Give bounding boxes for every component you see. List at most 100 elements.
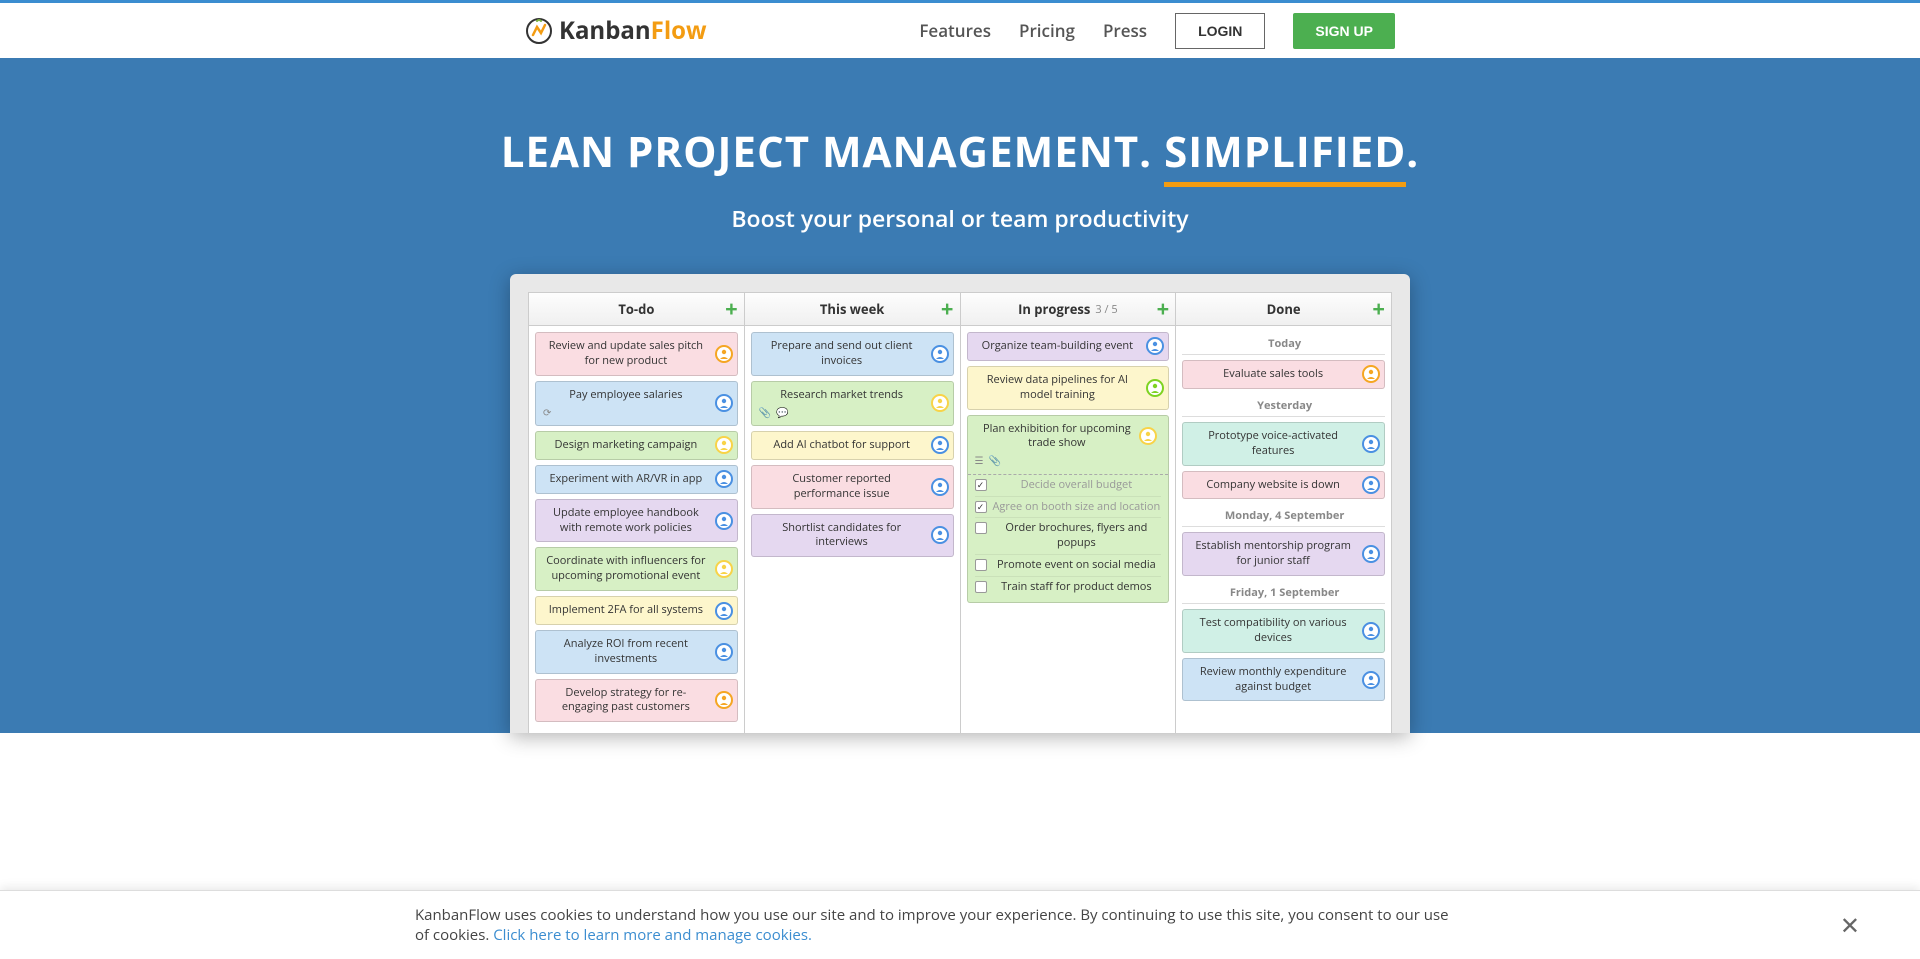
checkbox-icon[interactable] (975, 559, 987, 571)
avatar (1362, 545, 1380, 563)
card-text: Establish mentorship program for junior … (1195, 538, 1351, 568)
avatar (715, 643, 733, 661)
kanban-card[interactable]: Plan exhibition for upcoming trade show … (967, 415, 1170, 603)
checklist-label: Decide overall budget (992, 478, 1162, 493)
avatar (931, 345, 949, 363)
kanban-card[interactable]: Prototype voice-activated features (1182, 422, 1385, 466)
kanban-card[interactable]: Implement 2FA for all systems (535, 596, 738, 625)
add-card-icon[interactable]: + (1372, 298, 1385, 320)
card-text: Design marketing campaign (555, 437, 698, 452)
checklist-item[interactable]: Train staff for product demos (975, 577, 1162, 598)
avatar (1362, 476, 1380, 494)
avatar (1362, 671, 1380, 689)
card-text: Shortlist candidates for interviews (782, 520, 901, 550)
card-text: Experiment with AR/VR in app (550, 471, 703, 486)
hero-subtitle: Boost your personal or team productivity (20, 202, 1900, 234)
checkbox-icon[interactable] (975, 522, 987, 534)
checklist-item[interactable]: Order brochures, flyers and popups (975, 518, 1162, 555)
nav-pricing[interactable]: Pricing (1019, 19, 1075, 42)
checkbox-icon[interactable] (975, 479, 987, 491)
avatar (715, 560, 733, 578)
card-text: Analyze ROI from recent investments (564, 636, 688, 666)
close-icon[interactable]: ✕ (1830, 909, 1870, 942)
kanban-card[interactable]: Research market trends📎💬 (751, 381, 954, 426)
checkbox-icon[interactable] (975, 581, 987, 593)
checklist-item[interactable]: Promote event on social media (975, 555, 1162, 577)
logo-text: KanbanFlow (559, 14, 707, 47)
checkbox-icon[interactable] (975, 501, 987, 513)
kanban-card[interactable]: Coordinate with influencers for upcoming… (535, 547, 738, 591)
card-text: Update employee handbook with remote wor… (553, 505, 699, 535)
kanban-card[interactable]: Review data pipelines for AI model train… (967, 366, 1170, 410)
card-text: Review and update sales pitch for new pr… (549, 338, 703, 368)
kanban-card[interactable]: Review monthly expenditure against budge… (1182, 658, 1385, 702)
card-text: Plan exhibition for upcoming trade show (983, 421, 1131, 451)
card-text: Test compatibility on various devices (1200, 615, 1347, 645)
card-text: Implement 2FA for all systems (549, 602, 703, 617)
avatar (715, 512, 733, 530)
kanban-card[interactable]: Prepare and send out client invoices (751, 332, 954, 376)
avatar (1139, 427, 1157, 445)
kanban-card[interactable]: Pay employee salaries⟳ (535, 381, 738, 426)
avatar (1362, 435, 1380, 453)
checklist-label: Agree on booth size and location (992, 500, 1162, 515)
nav-features[interactable]: Features (919, 19, 991, 42)
comment-icon: 💬 (776, 406, 788, 420)
nav-press[interactable]: Press (1103, 19, 1147, 42)
add-card-icon[interactable]: + (1157, 298, 1170, 320)
kanban-card[interactable]: Experiment with AR/VR in app (535, 465, 738, 494)
column-header-thisweek: This week + (745, 293, 960, 326)
avatar (931, 526, 949, 544)
card-text: Review monthly expenditure against budge… (1200, 664, 1347, 694)
column-header-todo: To-do + (529, 293, 744, 326)
column-header-done: Done + (1176, 293, 1391, 326)
kanban-card[interactable]: Add AI chatbot for support (751, 431, 954, 460)
card-text: Add AI chatbot for support (773, 437, 910, 452)
avatar (931, 436, 949, 454)
avatar (715, 470, 733, 488)
avatar (931, 478, 949, 496)
kanban-card[interactable]: Company website is down (1182, 471, 1385, 500)
kanban-card[interactable]: Update employee handbook with remote wor… (535, 499, 738, 543)
attachment-icon: 📎 (988, 454, 1000, 468)
signup-button[interactable]: SIGN UP (1293, 13, 1395, 49)
kanban-card[interactable]: Evaluate sales tools (1182, 360, 1385, 389)
add-card-icon[interactable]: + (725, 298, 738, 320)
column-todo: To-do + Review and update sales pitch fo… (529, 293, 745, 733)
swimlane-label: Yesterday (1182, 394, 1385, 417)
hero-title: LEAN PROJECT MANAGEMENT. SIMPLIFIED. (20, 123, 1900, 180)
cookie-banner: KanbanFlow uses cookies to understand ho… (0, 890, 1920, 959)
card-text: Research market trends (780, 387, 903, 402)
avatar (715, 602, 733, 620)
avatar (1146, 379, 1164, 397)
cookie-link[interactable]: Click here to learn more and manage cook… (493, 925, 812, 945)
wip-limit: 3 / 5 (1095, 302, 1117, 317)
logo[interactable]: KanbanFlow (525, 14, 707, 47)
swimlane-label: Friday, 1 September (1182, 581, 1385, 604)
checklist-item[interactable]: Decide overall budget (975, 475, 1162, 497)
kanban-card[interactable]: Review and update sales pitch for new pr… (535, 332, 738, 376)
kanban-card[interactable]: Establish mentorship program for junior … (1182, 532, 1385, 576)
column-thisweek: This week + Prepare and send out client … (745, 293, 961, 733)
avatar (1362, 622, 1380, 640)
kanban-card[interactable]: Analyze ROI from recent investments (535, 630, 738, 674)
add-card-icon[interactable]: + (941, 298, 954, 320)
checklist-item[interactable]: Agree on booth size and location (975, 497, 1162, 519)
kanban-card[interactable]: Develop strategy for re-engaging past cu… (535, 679, 738, 723)
checklist-label: Order brochures, flyers and popups (992, 521, 1162, 551)
avatar (715, 345, 733, 363)
avatar (931, 394, 949, 412)
avatar (715, 691, 733, 709)
kanban-card[interactable]: Customer reported performance issue (751, 465, 954, 509)
kanban-card[interactable]: Shortlist candidates for interviews (751, 514, 954, 558)
kanban-card[interactable]: Organize team-building event (967, 332, 1170, 361)
kanban-card[interactable]: Design marketing campaign (535, 431, 738, 460)
kanban-card[interactable]: Test compatibility on various devices (1182, 609, 1385, 653)
column-done: Done + TodayEvaluate sales toolsYesterda… (1176, 293, 1391, 733)
logo-icon (525, 17, 553, 45)
login-button[interactable]: LOGIN (1175, 13, 1265, 49)
app-screenshot: To-do + Review and update sales pitch fo… (510, 274, 1410, 733)
recur-icon: ⟳ (543, 406, 551, 420)
card-text: Develop strategy for re-engaging past cu… (562, 685, 690, 715)
main-nav: Features Pricing Press LOGIN SIGN UP (919, 13, 1395, 49)
